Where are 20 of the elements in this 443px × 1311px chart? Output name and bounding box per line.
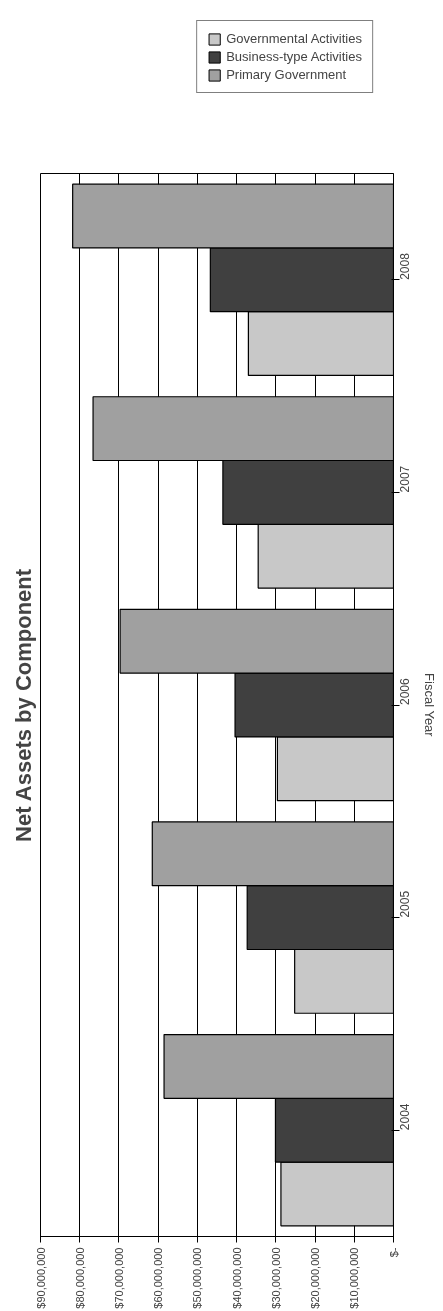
legend-label: Primary Government xyxy=(226,67,347,82)
x-tick-label: $30,000,000 xyxy=(269,1247,282,1309)
x-tick-label: $10,000,000 xyxy=(348,1247,361,1309)
y-tick-label: 2008 xyxy=(398,252,412,280)
x-tick-label: $- xyxy=(387,1247,400,1258)
y-tick-label: 2004 xyxy=(398,1103,412,1131)
x-tick-label: $90,000,000 xyxy=(34,1247,47,1309)
y-axis-title: Fiscal Year xyxy=(421,673,437,738)
legend-label: Business-type Activities xyxy=(226,49,362,64)
x-tick-label: $20,000,000 xyxy=(309,1247,322,1309)
x-tick-label: $80,000,000 xyxy=(73,1247,86,1309)
x-tick-label: $50,000,000 xyxy=(191,1247,204,1309)
text: Net Assets by Component xyxy=(10,568,36,842)
y-tick-label: 2006 xyxy=(398,677,412,705)
legend-label: Governmental Activities xyxy=(226,31,362,46)
y-tick-label: 2005 xyxy=(398,890,412,918)
x-tick-label: $70,000,000 xyxy=(112,1247,125,1309)
y-tick-label: 2007 xyxy=(398,465,412,493)
x-tick-label: $40,000,000 xyxy=(230,1247,243,1309)
x-tick-label: $60,000,000 xyxy=(152,1247,165,1309)
